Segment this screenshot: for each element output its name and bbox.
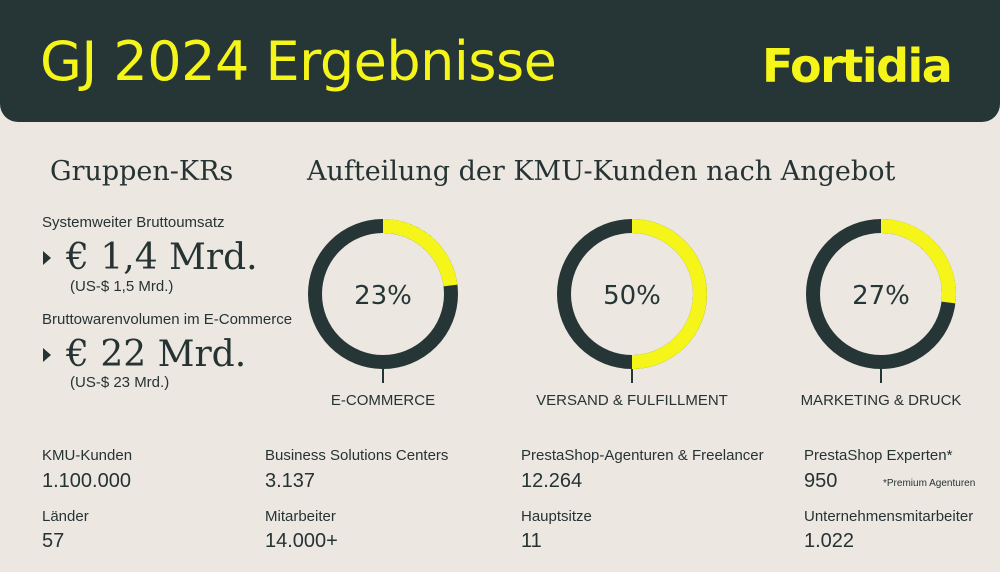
- kpi-heading: Gruppen-KRs: [50, 156, 234, 187]
- donut-category-label: VERSAND & FULFILLMENT: [536, 392, 728, 409]
- donut-chart-shipping: 50%: [557, 219, 707, 383]
- donut-category-label: E-COMMERCE: [330, 392, 436, 409]
- stat-label: Unternehmensmitarbeiter: [804, 508, 974, 525]
- donut-chart-ecommerce: 23%: [308, 219, 458, 383]
- header-banner: GJ 2024 Ergebnisse Fortidia: [0, 0, 1000, 122]
- donut-value-label: 27%: [852, 281, 910, 311]
- donut-slice-2: [880, 219, 956, 304]
- stat-label: PrestaShop-Agenturen & Freelancer: [521, 447, 764, 464]
- stat-value: 1.022: [804, 530, 855, 552]
- stat-label: Mitarbeiter: [265, 508, 336, 525]
- kpi-label-gmv: Bruttowarenvolumen im E-Commerce: [42, 311, 293, 328]
- stat-value: 12.264: [521, 470, 583, 492]
- brand-logo: Fortidia: [762, 39, 953, 93]
- stat-label: Business Solutions Centers: [265, 447, 449, 464]
- arrow-right-icon: [43, 348, 51, 362]
- donut-slice-0: [382, 219, 458, 287]
- donut-category-label: MARKETING & DRUCK: [800, 392, 962, 409]
- page-title: GJ 2024 Ergebnisse: [40, 30, 557, 93]
- stat-label: Länder: [42, 508, 89, 525]
- donut-slice-1: [631, 219, 707, 369]
- donut-value-label: 50%: [603, 281, 661, 311]
- stat-value: 11: [521, 530, 542, 552]
- donut-value-label: 23%: [354, 281, 412, 311]
- kpi-sub-gmv: (US-$ 23 Mrd.): [70, 374, 170, 391]
- kpi-value-revenue: € 1,4 Mrd.: [66, 237, 258, 278]
- donut-chart-marketing: 27%: [806, 219, 956, 383]
- footnote: *Premium Agenturen: [883, 478, 976, 489]
- arrow-right-icon: [43, 251, 51, 265]
- kpi-label-revenue: Systemweiter Bruttoumsatz: [42, 214, 225, 231]
- stat-value: 3.137: [265, 470, 316, 492]
- stat-label: PrestaShop Experten*: [804, 447, 953, 464]
- stat-value: 1.100.000: [42, 470, 131, 492]
- stat-value: 950: [804, 470, 838, 492]
- stat-value: 57: [42, 530, 65, 552]
- kpi-value-gmv: € 22 Mrd.: [66, 334, 247, 375]
- breakdown-heading: Aufteilung der KMU-Kunden nach Angebot: [307, 156, 896, 187]
- stat-label: Hauptsitze: [521, 508, 592, 525]
- kpi-sub-revenue: (US-$ 1,5 Mrd.): [70, 278, 174, 295]
- stat-label: KMU-Kunden: [42, 447, 133, 464]
- stat-value: 14.000+: [265, 530, 338, 552]
